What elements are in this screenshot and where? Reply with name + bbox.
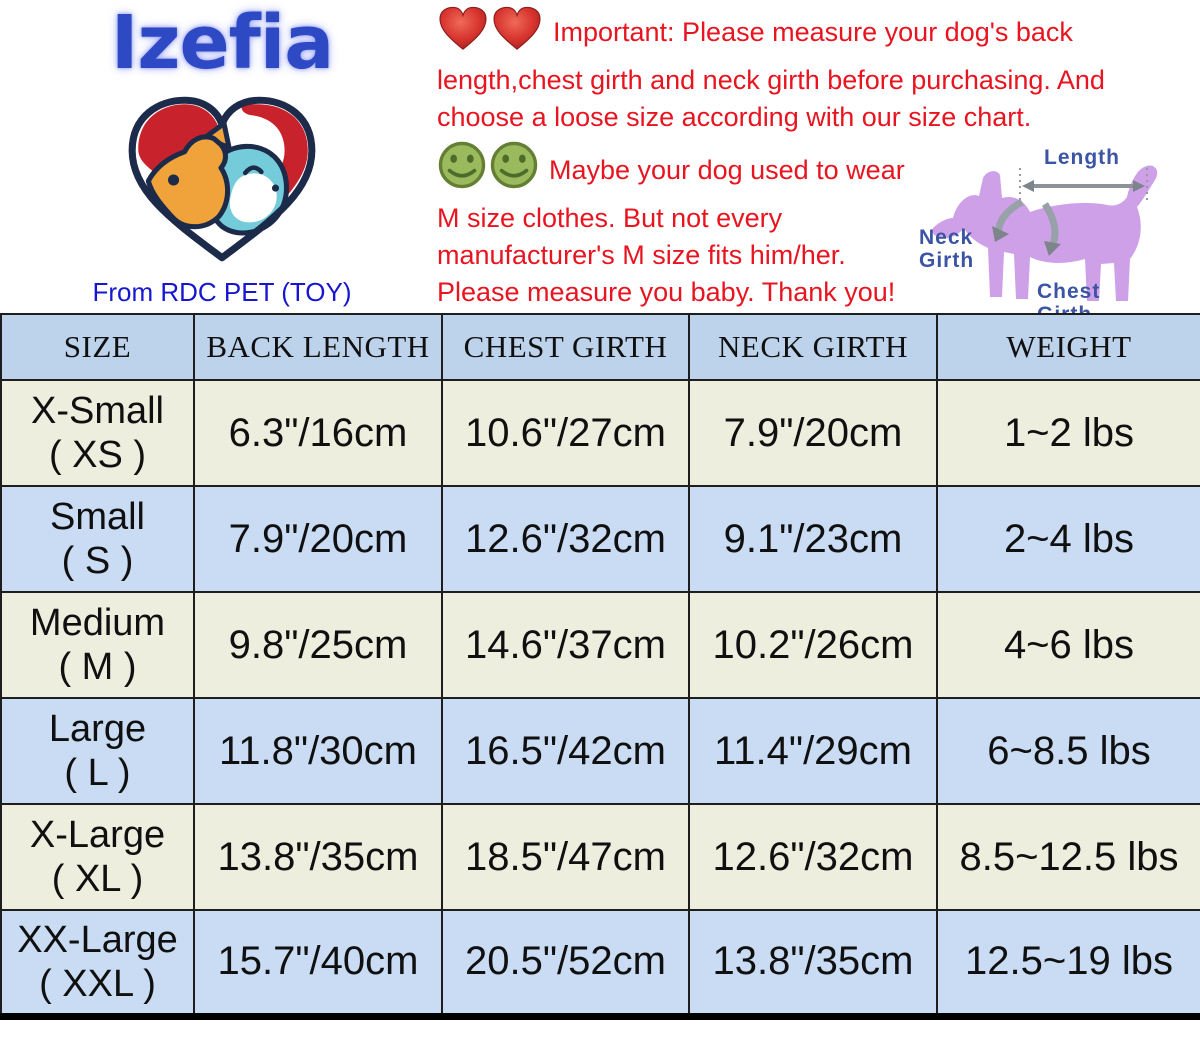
size-name: Large: [48, 708, 147, 750]
back-length-cell: 15.7"/40cm: [193, 909, 443, 1017]
size-code: ( L ): [64, 752, 131, 794]
length-label: Length: [1044, 146, 1120, 169]
dog-silhouette-icon: [932, 165, 1158, 301]
size-code: ( M ): [58, 646, 137, 688]
size-code: ( XXL ): [39, 962, 156, 1005]
weight-cell: 8.5~12.5 lbs: [936, 803, 1200, 911]
smiley-icons: [437, 140, 541, 200]
chest-girth-cell: 10.6"/27cm: [441, 379, 690, 487]
smiley-icon: [490, 141, 538, 189]
size-cell: X-Small ( XS ): [0, 379, 195, 487]
size-cell: Medium ( M ): [0, 591, 195, 699]
table-row-xxl: XX-Large ( XXL ) 15.7"/40cm 20.5"/52cm 1…: [0, 909, 1200, 1017]
back-length-cell: 11.8"/30cm: [193, 697, 443, 805]
neck-girth-cell: 7.9"/20cm: [688, 379, 938, 487]
col-header-weight: WEIGHT: [936, 313, 1200, 381]
size-cell: X-Large ( XL ): [0, 803, 195, 911]
smiley-icon: [438, 141, 486, 189]
table-row-m: Medium ( M ) 9.8"/25cm 14.6"/37cm 10.2"/…: [0, 591, 1200, 699]
size-cell: XX-Large ( XXL ): [0, 909, 195, 1017]
neck-girth-cell: 10.2"/26cm: [688, 591, 938, 699]
neck-girth-cell: 11.4"/29cm: [688, 697, 938, 805]
brand-subtitle: From RDC PET (TOY): [92, 277, 352, 307]
chest-girth-cell: 20.5"/52cm: [441, 909, 690, 1017]
size-table: SIZE BACK LENGTH CHEST GIRTH NECK GIRTH …: [0, 313, 1200, 1020]
size-name: X-Large: [29, 814, 166, 856]
two-dogs-heart-logo-icon: [38, 88, 406, 275]
col-header-back-length: BACK LENGTH: [193, 313, 443, 381]
size-code: ( XS ): [48, 434, 147, 476]
col-header-size: SIZE: [0, 313, 195, 381]
dog-measurement-diagram: Length Neck Girth Chest Girth: [919, 142, 1165, 338]
advice-note-text: Maybe your dog used to wear M size cloth…: [437, 155, 905, 307]
neck-girth-cell: 12.6"/32cm: [688, 803, 938, 911]
chest-girth-cell: 14.6"/37cm: [441, 591, 690, 699]
size-code: ( S ): [61, 540, 134, 582]
size-name: Small: [49, 496, 146, 538]
neck-girth-label: Neck Girth: [919, 226, 975, 272]
heart-icon: [439, 6, 487, 50]
back-length-cell: 9.8"/25cm: [193, 591, 443, 699]
advice-note: Maybe your dog used to wear M size cloth…: [437, 140, 919, 338]
col-header-chest-girth: CHEST GIRTH: [441, 313, 690, 381]
size-name: X-Small: [30, 390, 165, 432]
chest-girth-cell: 16.5"/42cm: [441, 697, 690, 805]
back-length-cell: 6.3"/16cm: [193, 379, 443, 487]
weight-cell: 6~8.5 lbs: [936, 697, 1200, 805]
heart-icon: [493, 6, 541, 50]
table-row-s: Small ( S ) 7.9"/20cm 12.6"/32cm 9.1"/23…: [0, 485, 1200, 593]
brand-name: Izefia: [110, 0, 334, 86]
table-row-xs: X-Small ( XS ) 6.3"/16cm 10.6"/27cm 7.9"…: [0, 379, 1200, 487]
weight-cell: 1~2 lbs: [936, 379, 1200, 487]
neck-girth-cell: 13.8"/35cm: [688, 909, 938, 1017]
table-row-l: Large ( L ) 11.8"/30cm 16.5"/42cm 11.4"/…: [0, 697, 1200, 805]
header-row: SIZE BACK LENGTH CHEST GIRTH NECK GIRTH …: [0, 313, 1200, 381]
size-name: XX-Large: [17, 918, 178, 961]
weight-cell: 4~6 lbs: [936, 591, 1200, 699]
weight-cell: 12.5~19 lbs: [936, 909, 1200, 1017]
important-note: Important: Please measure your dog's bac…: [437, 6, 1165, 136]
back-length-cell: 13.8"/35cm: [193, 803, 443, 911]
size-cell: Large ( L ): [0, 697, 195, 805]
chest-girth-cell: 12.6"/32cm: [441, 485, 690, 593]
neck-girth-cell: 9.1"/23cm: [688, 485, 938, 593]
size-cell: Small ( S ): [0, 485, 195, 593]
weight-cell: 2~4 lbs: [936, 485, 1200, 593]
size-code: ( XL ): [51, 858, 144, 900]
size-name: Medium: [29, 602, 166, 644]
table-row-xl: X-Large ( XL ) 13.8"/35cm 18.5"/47cm 12.…: [0, 803, 1200, 911]
back-length-cell: 7.9"/20cm: [193, 485, 443, 593]
important-note-text: Important: Please measure your dog's bac…: [437, 17, 1105, 132]
heart-icons: [437, 6, 545, 62]
col-header-neck-girth: NECK GIRTH: [688, 313, 938, 381]
notes-block: Important: Please measure your dog's bac…: [437, 6, 1165, 338]
brand-block: Izefia From RDC PET (TOY): [38, 0, 406, 308]
chest-girth-cell: 18.5"/47cm: [441, 803, 690, 911]
